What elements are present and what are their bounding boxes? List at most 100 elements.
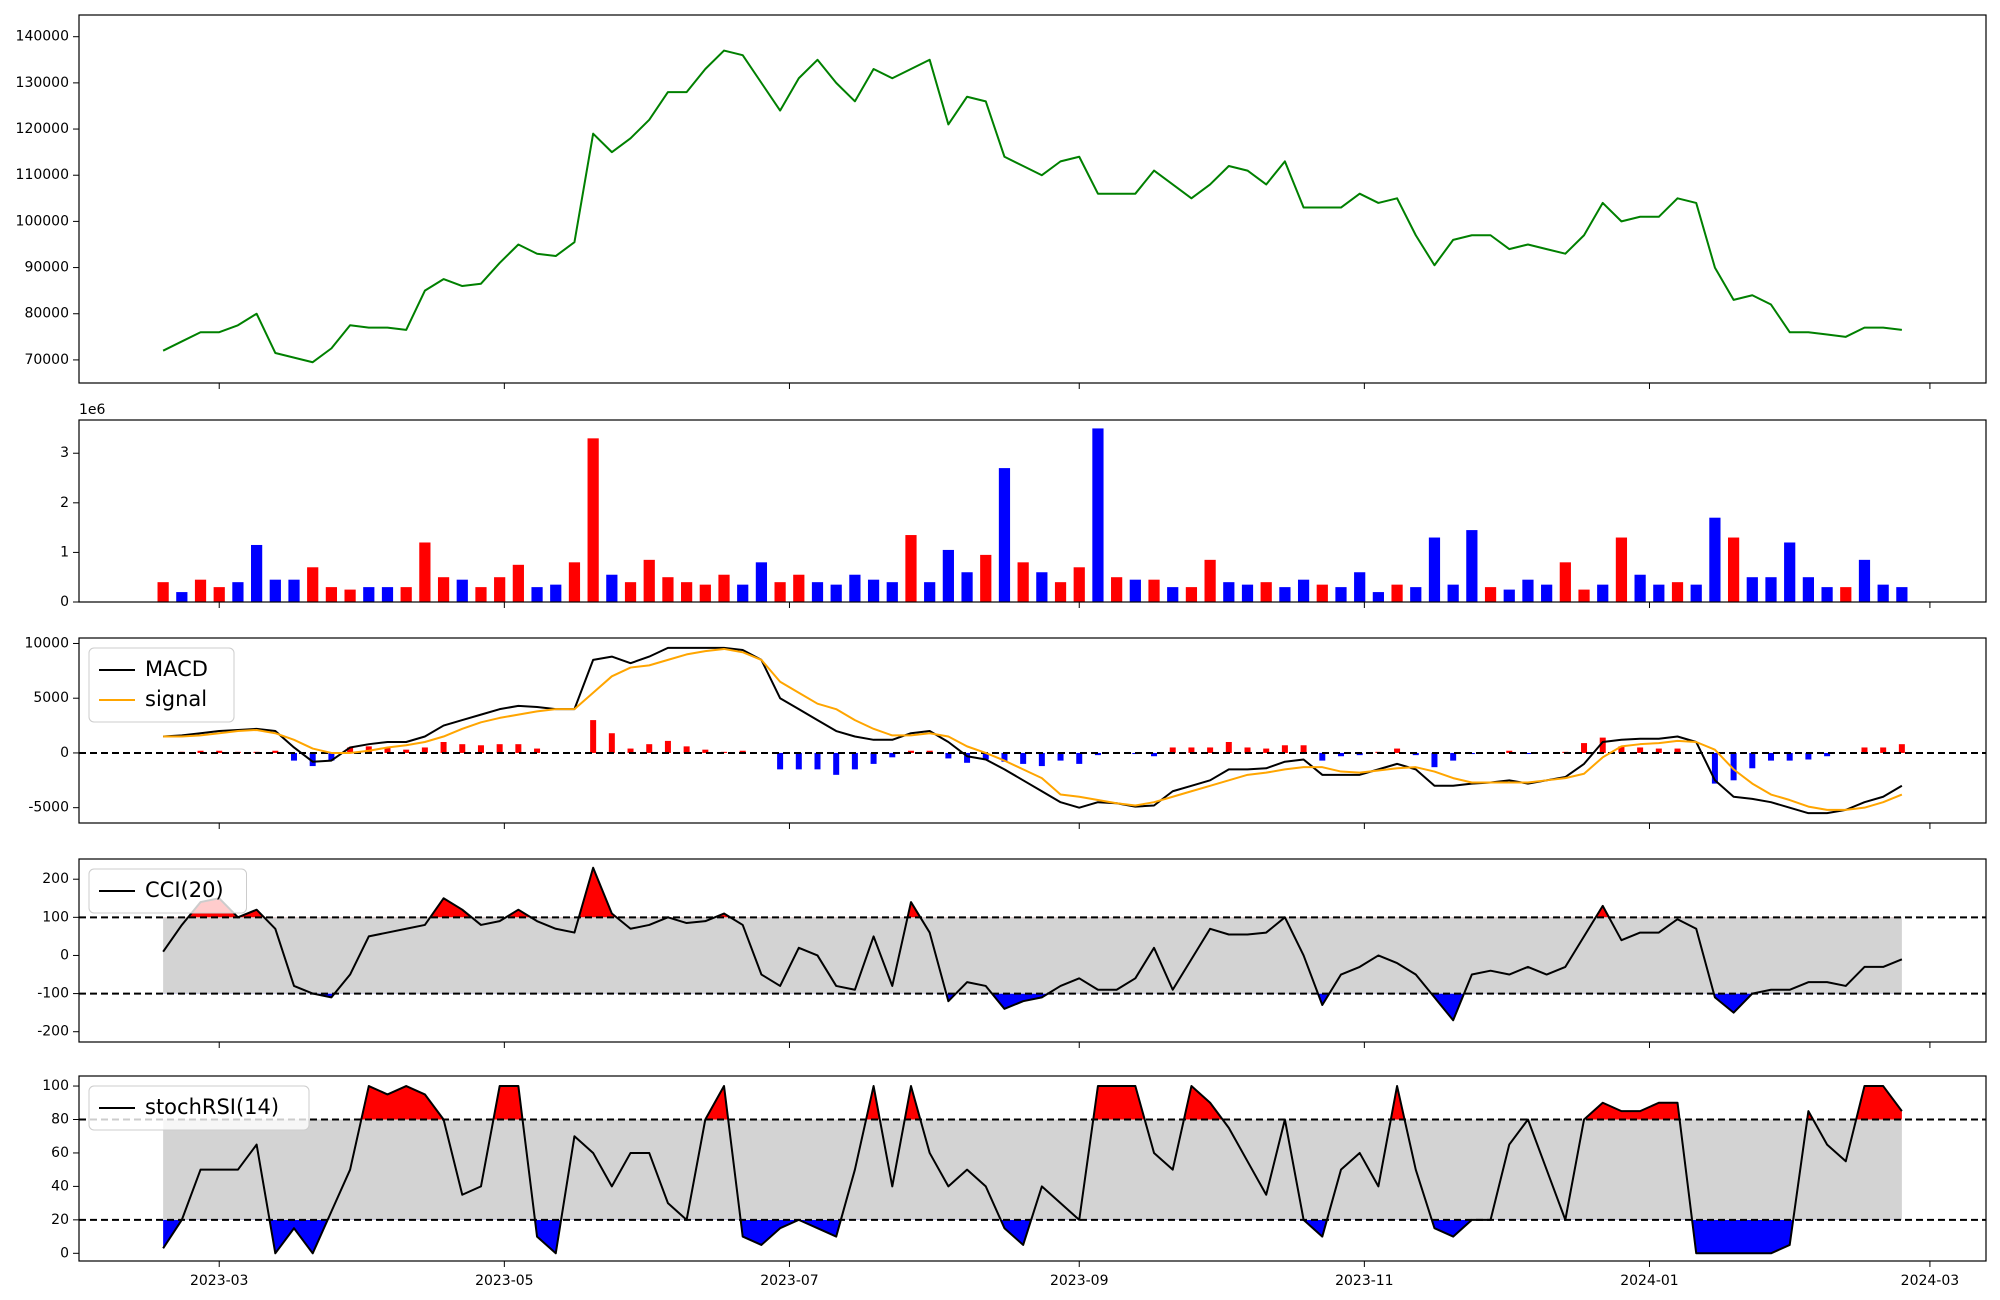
histogram-bar xyxy=(702,749,709,753)
volume-bar xyxy=(363,587,375,602)
histogram-bar xyxy=(347,747,354,753)
histogram-bar xyxy=(1038,752,1045,767)
histogram-bar xyxy=(440,741,447,753)
volume-bar xyxy=(288,579,300,602)
volume-bar xyxy=(1466,530,1478,602)
histogram-bar xyxy=(683,746,690,753)
histogram-bar xyxy=(1225,741,1232,753)
x-tick-label: 2024-03 xyxy=(1901,1273,1960,1289)
volume-bar xyxy=(1484,587,1497,602)
volume-bar xyxy=(1541,584,1553,602)
volume-bar xyxy=(662,577,674,602)
y-tick-label: 3 xyxy=(60,445,69,461)
offset-label: 1e6 xyxy=(79,402,106,418)
volume-bar xyxy=(1653,584,1665,602)
volume-bar xyxy=(1092,428,1104,602)
volume-bar xyxy=(232,582,244,602)
histogram-bar xyxy=(421,747,428,753)
volume-bar xyxy=(1559,562,1571,602)
y-tick-label: 80 xyxy=(51,1111,69,1127)
volume-bar xyxy=(867,579,880,602)
histogram-bar xyxy=(1356,752,1363,756)
series-line xyxy=(162,1085,1903,1255)
volume-bar xyxy=(381,587,394,602)
x-tick-label: 2023-03 xyxy=(190,1273,249,1289)
threshold-band xyxy=(163,1119,1902,1220)
y-tick-label: 1 xyxy=(60,544,69,560)
volume-bar xyxy=(624,582,637,602)
volume-bar xyxy=(1111,577,1123,602)
volume-bar xyxy=(606,574,618,602)
histogram-bar xyxy=(777,752,784,770)
series-line xyxy=(162,866,1903,1022)
volume-bar xyxy=(1223,582,1235,602)
volume-bar xyxy=(456,579,468,602)
histogram-bar xyxy=(1151,752,1158,757)
volume-bar xyxy=(1840,587,1852,602)
histogram-bar xyxy=(1898,744,1905,753)
legend-label: MACD xyxy=(145,657,208,681)
panel-frame xyxy=(78,419,1987,603)
volume-bar xyxy=(307,567,319,602)
y-tick-label: 70000 xyxy=(24,352,69,368)
histogram-bar xyxy=(1880,747,1887,753)
volume-bar xyxy=(755,562,768,602)
y-tick-label: 0 xyxy=(60,1245,69,1261)
volume-bar xyxy=(1634,574,1646,602)
x-tick-label: 2023-07 xyxy=(760,1273,819,1289)
histogram-bar xyxy=(964,752,971,763)
histogram-bar xyxy=(1412,752,1419,756)
y-tick-label: 110000 xyxy=(16,167,69,183)
volume-bar xyxy=(325,587,338,602)
volume-bar xyxy=(1896,587,1908,602)
volume-bar xyxy=(1129,579,1141,602)
y-tick-label: 20 xyxy=(51,1212,69,1228)
legend-box xyxy=(88,647,235,723)
volume-bar xyxy=(1746,577,1758,602)
volume-bar xyxy=(681,582,693,602)
histogram-bar xyxy=(477,745,484,753)
volume-bar xyxy=(1522,579,1534,602)
y-tick-label: 200 xyxy=(42,871,69,887)
series-line xyxy=(162,49,1902,364)
volume-bar xyxy=(942,549,954,602)
volume-bar xyxy=(998,468,1011,602)
volume-bar xyxy=(1877,584,1889,602)
histogram-bar xyxy=(646,744,653,753)
y-tick-label: 80000 xyxy=(24,306,69,322)
histogram-bar xyxy=(1730,752,1737,781)
volume-bar xyxy=(1597,584,1609,602)
legend-box xyxy=(88,868,247,914)
panel-frame xyxy=(78,858,1987,1043)
volume-bar xyxy=(1036,572,1048,602)
x-tick-label: 2023-11 xyxy=(1335,1273,1394,1289)
volume-bar xyxy=(793,574,805,602)
volume-bar xyxy=(774,582,786,602)
volume-bar xyxy=(1316,584,1328,602)
y-tick-label: 90000 xyxy=(24,260,69,276)
histogram-bar xyxy=(1450,752,1457,761)
histogram-bar xyxy=(664,740,671,753)
histogram-bar xyxy=(1674,748,1681,753)
y-tick-label: 2 xyxy=(60,495,69,511)
volume-bar xyxy=(531,587,543,602)
y-tick-label: 120000 xyxy=(16,121,69,137)
legend-label: signal xyxy=(145,687,207,711)
histogram-bar xyxy=(459,744,466,753)
y-tick-label: 100000 xyxy=(16,213,69,229)
volume-bar xyxy=(1671,582,1684,602)
volume-bar xyxy=(1578,589,1590,602)
volume-bar xyxy=(1727,537,1740,602)
volume-bar xyxy=(194,579,207,602)
volume-bar xyxy=(1148,579,1160,602)
volume-bar xyxy=(157,582,169,602)
histogram-bar xyxy=(1824,752,1831,757)
volume-bar xyxy=(924,582,936,602)
volume-bar xyxy=(1354,572,1366,602)
volume-bar xyxy=(905,535,917,602)
volume-bar xyxy=(213,587,225,602)
histogram-bar xyxy=(1524,752,1531,755)
y-tick-label: -100 xyxy=(37,986,69,1002)
volume-bar xyxy=(1765,577,1777,602)
